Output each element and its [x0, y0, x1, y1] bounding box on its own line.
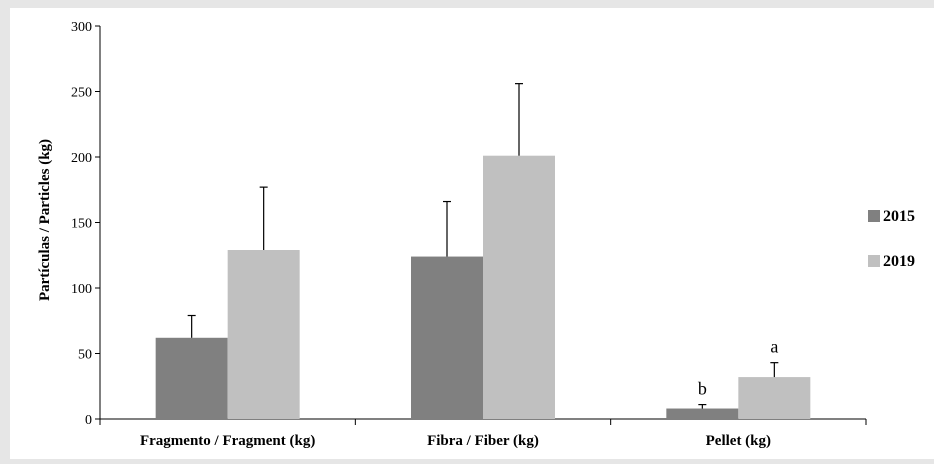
bars — [155, 83, 811, 419]
bar-chart: 0 50 100 150 200 250 300 Fragmento / Fragment … — [37, 20, 915, 449]
y-tick-label: 50 — [78, 348, 92, 363]
bar — [155, 337, 228, 419]
bar — [227, 250, 300, 419]
legend-swatch — [868, 255, 880, 267]
y-tick-label: 150 — [71, 217, 92, 232]
bar — [483, 155, 555, 419]
y-tick-label: 100 — [71, 282, 92, 297]
y-tick-label: 250 — [71, 86, 92, 101]
legend-label: 2015 — [883, 208, 915, 225]
legend-label: 2019 — [883, 253, 915, 270]
significance-label: b — [698, 379, 707, 399]
bar — [666, 408, 739, 419]
significance-label: a — [770, 337, 778, 357]
x-category-label: Fragmento / Fragment (kg) — [140, 433, 315, 449]
y-axis-label: Partículas / Particles (kg) — [37, 139, 53, 301]
chart-panel: 0 50 100 150 200 250 300 Fragmento / Fragment … — [10, 8, 934, 459]
y-tick-label: 300 — [71, 20, 92, 35]
legend: 2015 2019 — [868, 208, 915, 270]
x-category-label: Pellet (kg) — [706, 433, 771, 449]
y-tick-label: 0 — [85, 413, 92, 428]
bar — [738, 377, 811, 419]
bar — [411, 256, 483, 419]
labels: Fragmento / Fragment (kg) Fibra / Fiber (… — [140, 337, 778, 449]
x-category-label: Fibra / Fiber (kg) — [427, 433, 539, 449]
y-tick-label: 200 — [71, 151, 92, 166]
legend-swatch — [868, 210, 880, 222]
